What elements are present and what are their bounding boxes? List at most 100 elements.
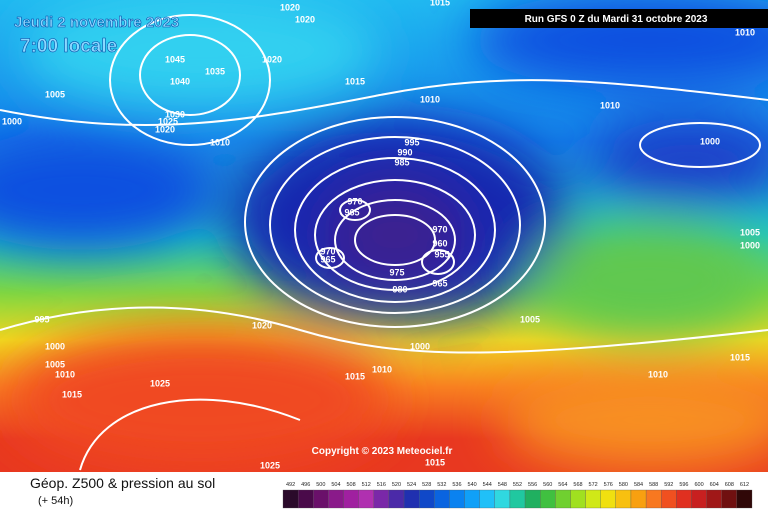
scale-label: 524 bbox=[407, 482, 416, 488]
scale-label: 516 bbox=[377, 482, 386, 488]
isobar-label: 995 bbox=[404, 137, 419, 147]
isobar-label: 975 bbox=[389, 267, 404, 277]
isobar-label: 970 bbox=[320, 246, 335, 256]
isobar-label: 1005 bbox=[45, 359, 65, 369]
legend-title: Géop. Z500 & pression au sol bbox=[30, 475, 215, 491]
isobar-label: 970 bbox=[432, 224, 447, 234]
scale-swatch bbox=[615, 489, 632, 509]
scale-label: 540 bbox=[468, 482, 477, 488]
date: Jeudi 2 novembre 2023 bbox=[14, 14, 179, 31]
height-field bbox=[0, 0, 768, 470]
scale-label: 588 bbox=[649, 482, 658, 488]
scale-label: 536 bbox=[452, 482, 461, 488]
scale-swatch bbox=[358, 489, 374, 509]
isobar-label: 980 bbox=[392, 284, 407, 294]
isobar-label: 1020 bbox=[280, 2, 300, 12]
isobar-label: 1005 bbox=[740, 227, 760, 237]
isobar-label: 970 bbox=[347, 196, 362, 206]
scale-swatch bbox=[328, 489, 344, 509]
scale-label: 580 bbox=[619, 482, 628, 488]
scale-swatch bbox=[282, 489, 299, 509]
scale-label: 568 bbox=[573, 482, 582, 488]
isobar-label: 1010 bbox=[735, 27, 755, 37]
isobar-label: 1000 bbox=[45, 341, 65, 351]
isobar-label: 1005 bbox=[520, 314, 540, 324]
scale-swatch bbox=[494, 489, 511, 509]
isobar-label: 1015 bbox=[62, 389, 82, 399]
scale-label: 572 bbox=[589, 482, 598, 488]
isobar-label: 1015 bbox=[345, 76, 365, 86]
isobar-label: 1005 bbox=[45, 89, 65, 99]
scale-label: 520 bbox=[392, 482, 401, 488]
scale-swatch bbox=[479, 489, 495, 509]
scale-swatch bbox=[464, 489, 480, 509]
isobar-label: 960 bbox=[432, 238, 447, 248]
run-text: Run GFS 0 Z du Mardi 31 octobre 2023 bbox=[525, 14, 708, 25]
scale-label: 532 bbox=[437, 482, 446, 488]
isobar-label: 1000 bbox=[2, 116, 22, 126]
legend-subtitle: (+ 54h) bbox=[38, 495, 73, 507]
isobar-label: 955 bbox=[434, 249, 449, 259]
isobar-label: 1010 bbox=[210, 137, 230, 147]
scale-label: 528 bbox=[422, 482, 431, 488]
scale-swatch bbox=[555, 489, 571, 509]
time: 7:00 locale bbox=[20, 36, 117, 57]
isobar-label: 1015 bbox=[730, 352, 750, 362]
isobar-label: 995 bbox=[34, 314, 49, 324]
scale-label: 548 bbox=[498, 482, 507, 488]
scale-swatch bbox=[736, 489, 753, 509]
scale-label: 584 bbox=[634, 482, 643, 488]
scale-swatch bbox=[509, 489, 526, 509]
scale-label: 576 bbox=[604, 482, 613, 488]
scale-label: 508 bbox=[346, 482, 355, 488]
isobar-label: 1020 bbox=[295, 14, 315, 24]
isobar-label: 1045 bbox=[165, 54, 185, 64]
scale-swatch bbox=[313, 489, 329, 509]
scale-label: 552 bbox=[513, 482, 522, 488]
isobar-label: 965 bbox=[432, 278, 447, 288]
isobar-label: 1020 bbox=[155, 124, 175, 134]
scale-label: 544 bbox=[483, 482, 492, 488]
scale-swatch bbox=[676, 489, 692, 509]
scale-swatch bbox=[343, 489, 359, 509]
isobar-label: 1000 bbox=[410, 341, 430, 351]
scale-label: 612 bbox=[740, 482, 749, 488]
scale-label: 608 bbox=[725, 482, 734, 488]
scale-swatch bbox=[691, 489, 707, 509]
isobar-label: 965 bbox=[344, 207, 359, 217]
scale-label: 592 bbox=[664, 482, 673, 488]
copyright: Copyright © 2023 Meteociel.fr bbox=[312, 446, 453, 457]
isobar-labels: 1020 1020 1015 1010 1045 1040 1035 1020 1005 1000… bbox=[2, 0, 760, 470]
isobar-label: 1030 bbox=[165, 109, 185, 119]
scale-label: 512 bbox=[362, 482, 371, 488]
isobar-label: 1010 bbox=[600, 100, 620, 110]
isobar-label: 1010 bbox=[372, 364, 392, 374]
scale-swatch bbox=[449, 489, 465, 509]
color-scale: 492 496 500 504 508 512 516 520 524 528 532 536 540 5… bbox=[282, 482, 753, 509]
scale-swatch bbox=[600, 489, 616, 509]
isobar-label: 1040 bbox=[170, 76, 190, 86]
isobar-label: 1010 bbox=[55, 369, 75, 379]
scale-swatch bbox=[434, 489, 450, 509]
isobar-label: 990 bbox=[397, 147, 412, 157]
scale-label: 604 bbox=[710, 482, 719, 488]
scale-label: 496 bbox=[301, 482, 310, 488]
isobar-label: 1020 bbox=[262, 54, 282, 64]
isobar-lines bbox=[0, 14, 768, 471]
scale-swatch bbox=[661, 489, 677, 509]
scale-swatch bbox=[388, 489, 405, 509]
isobar-label: 1025 bbox=[158, 116, 178, 126]
isobar-label: 965 bbox=[320, 254, 335, 264]
scale-swatch bbox=[403, 489, 420, 509]
scale-swatch bbox=[585, 489, 601, 509]
isobar-label: 1020 bbox=[252, 320, 272, 330]
scale-label: 600 bbox=[694, 482, 703, 488]
scale-label: 500 bbox=[316, 482, 325, 488]
scale-swatch bbox=[630, 489, 647, 509]
isobar-label: 1000 bbox=[700, 136, 720, 146]
scale-swatch bbox=[373, 489, 390, 509]
scale-label: 596 bbox=[679, 482, 688, 488]
scale-swatch bbox=[645, 489, 662, 509]
